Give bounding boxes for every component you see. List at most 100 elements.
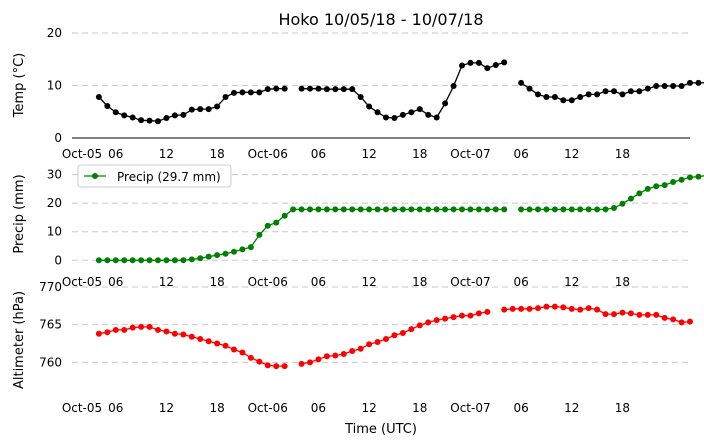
data-point xyxy=(459,62,465,69)
data-point xyxy=(155,257,161,264)
x-tick-label: 12 xyxy=(361,147,376,161)
data-point xyxy=(180,331,187,338)
data-point xyxy=(551,94,558,101)
data-point xyxy=(433,206,440,213)
data-point xyxy=(433,317,440,324)
data-point xyxy=(670,179,677,185)
data-point xyxy=(332,86,339,93)
data-point xyxy=(585,206,592,213)
data-point xyxy=(315,206,322,213)
data-point xyxy=(205,253,212,260)
data-point xyxy=(492,206,499,213)
data-point xyxy=(678,176,685,183)
data-point xyxy=(163,115,170,122)
data-point xyxy=(568,97,575,104)
data-point xyxy=(535,206,541,213)
data-point xyxy=(231,248,237,255)
data-point xyxy=(383,114,389,121)
data-point xyxy=(104,257,111,264)
data-point xyxy=(349,86,356,93)
data-point xyxy=(475,310,482,317)
legend: Precip (29.7 mm) xyxy=(77,164,232,188)
data-point xyxy=(560,304,567,311)
data-point xyxy=(484,206,491,213)
data-point xyxy=(518,305,525,312)
data-point xyxy=(611,205,617,211)
x-tick-label: 12 xyxy=(361,401,376,415)
data-point xyxy=(467,59,474,66)
data-point xyxy=(594,306,601,313)
data-point xyxy=(188,256,195,263)
data-point xyxy=(484,308,491,315)
data-point xyxy=(256,358,263,365)
data-point xyxy=(281,212,288,219)
data-point xyxy=(627,88,634,95)
x-axis-label: Time (UTC) xyxy=(344,422,417,437)
data-point xyxy=(661,182,668,189)
data-point xyxy=(138,117,145,124)
data-point xyxy=(188,333,195,340)
data-point xyxy=(475,59,482,66)
x-tick-label: Oct-06 xyxy=(248,275,288,289)
data-point xyxy=(577,206,584,213)
x-tick-label: Oct-05 xyxy=(62,401,102,415)
x-tick-label: Oct-05 xyxy=(62,275,102,289)
data-point xyxy=(636,190,643,197)
data-point xyxy=(644,185,651,192)
data-point xyxy=(670,316,677,323)
data-point xyxy=(602,206,609,213)
x-tick-label: 18 xyxy=(615,401,630,415)
legend-box xyxy=(77,164,232,188)
data-point xyxy=(399,111,406,118)
data-point xyxy=(602,311,609,318)
data-point xyxy=(197,106,204,113)
data-point xyxy=(543,206,550,213)
data-point xyxy=(383,335,389,342)
data-point xyxy=(501,206,508,213)
data-point xyxy=(535,91,541,98)
data-point xyxy=(138,257,145,264)
data-point xyxy=(374,109,381,116)
data-point xyxy=(577,94,584,101)
x-tick-label: Oct-07 xyxy=(450,275,490,289)
x-tick-label: 12 xyxy=(159,401,174,415)
data-point xyxy=(357,94,364,101)
x-tick-label: 06 xyxy=(311,275,326,289)
data-point xyxy=(484,65,491,72)
data-point xyxy=(214,252,221,259)
data-point xyxy=(416,106,423,113)
panel-3: 760 765 770 Altimeter (hPa) Oct-05 06 12 18 Oct-… xyxy=(12,280,693,415)
y-axis-label: Temp (°C) xyxy=(12,53,27,119)
x-tick-label: 12 xyxy=(564,275,579,289)
data-point xyxy=(222,94,229,101)
data-point xyxy=(129,114,136,121)
x-tick-label: 06 xyxy=(108,401,123,415)
data-point xyxy=(146,117,153,124)
data-point xyxy=(231,346,237,353)
data-point xyxy=(560,97,567,104)
x-tick-label: 18 xyxy=(412,275,427,289)
x-tick-label: 12 xyxy=(564,401,579,415)
data-point xyxy=(391,206,398,213)
data-point xyxy=(307,85,313,92)
data-point xyxy=(543,94,550,101)
data-point xyxy=(450,83,457,90)
data-point xyxy=(399,206,406,213)
data-point xyxy=(551,206,558,213)
x-tick-label: 12 xyxy=(159,275,174,289)
data-point xyxy=(585,91,592,98)
data-point xyxy=(619,309,626,316)
y-tick-label: 765 xyxy=(39,318,62,332)
legend-marker xyxy=(92,173,98,179)
data-point xyxy=(695,79,702,86)
data-point xyxy=(340,206,347,213)
data-point xyxy=(315,85,322,92)
data-point xyxy=(636,88,643,95)
data-point xyxy=(619,91,626,98)
data-point xyxy=(416,322,423,329)
y-tick-label: 0 xyxy=(54,253,62,267)
data-point xyxy=(95,330,102,337)
data-point xyxy=(129,324,136,331)
data-point xyxy=(568,206,575,213)
data-point xyxy=(171,257,178,264)
